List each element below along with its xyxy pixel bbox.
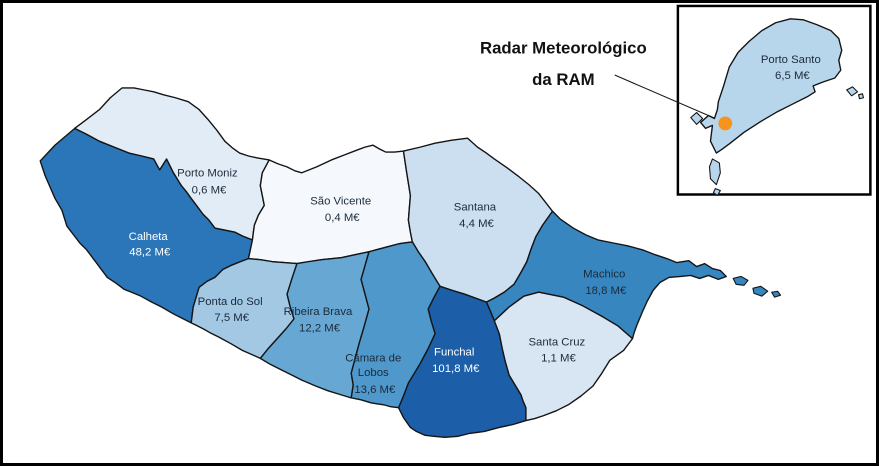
- label-santana: Santana 4,4 M€: [454, 201, 499, 230]
- radar-location-dot: [718, 116, 733, 131]
- porto-santo-islet-east: [846, 86, 859, 97]
- label-porto-moniz: Porto Moniz 0,6 M€: [177, 168, 241, 197]
- label-ribeira-brava: Ribeira Brava 12,2 M€: [284, 306, 356, 335]
- machico-islet-1: [732, 275, 749, 286]
- region-labels: Porto Moniz 0,6 M€ São Vicente 0,4 M€ Sa…: [129, 168, 628, 396]
- label-calheta: Calheta 48,2 M€: [129, 231, 171, 259]
- title-annotation: Radar Meteorológico da RAM: [480, 38, 647, 89]
- machico-islet-2: [752, 285, 769, 297]
- porto-santo-inset: Porto Santo 6,5 M€: [614, 4, 872, 197]
- label-camara-de-lobos: Câmara de Lobos 13,6 M€: [345, 352, 404, 396]
- porto-santo-islet-west: [690, 112, 704, 125]
- label-ponta-do-sol: Ponta do Sol 7,5 M€: [198, 296, 266, 324]
- porto-santo-islet-south: [708, 158, 721, 186]
- porto-santo-islet-east-small: [857, 93, 865, 100]
- radar-pointer-line: [614, 74, 723, 122]
- label-machico: Machico 18,8 M€: [583, 268, 628, 297]
- label-sao-vicente: São Vicente 0,4 M€: [310, 195, 374, 224]
- madeira-map: [39, 87, 782, 439]
- label-santa-cruz: Santa Cruz 1,1 M€: [528, 337, 588, 365]
- machico-islet-3: [771, 290, 782, 298]
- porto-santo-islet-south-small: [712, 188, 721, 197]
- label-funchal: Funchal 101,8 M€: [432, 346, 480, 375]
- region-machico: [485, 210, 727, 340]
- figure-title-line1: Radar Meteorológico: [480, 38, 647, 57]
- region-ponta-do-sol: [190, 257, 298, 360]
- region-porto-santo: [699, 18, 843, 154]
- figure-title-line2: da RAM: [532, 70, 594, 89]
- label-porto-santo: Porto Santo 6,5 M€: [761, 54, 824, 82]
